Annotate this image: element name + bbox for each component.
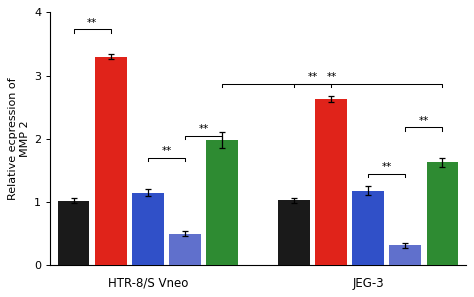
Text: **: **	[382, 162, 392, 172]
Bar	[95, 57, 127, 266]
Bar	[58, 201, 90, 266]
Text: JEG-3: JEG-3	[352, 277, 384, 290]
Bar	[206, 140, 238, 266]
Bar	[390, 245, 421, 266]
Text: **: **	[161, 146, 172, 156]
Text: **: **	[327, 72, 337, 82]
Text: **: **	[307, 72, 318, 82]
Bar	[315, 99, 347, 266]
Bar	[132, 193, 164, 266]
Text: **: **	[419, 116, 429, 126]
Text: **: **	[199, 124, 209, 134]
Y-axis label: Relative ecpression of
MMP 2: Relative ecpression of MMP 2	[9, 78, 30, 200]
Text: **: **	[87, 18, 97, 28]
Text: HTR-8/S Vneo: HTR-8/S Vneo	[108, 277, 188, 290]
Bar	[427, 162, 458, 266]
Bar	[352, 191, 384, 266]
Bar	[169, 234, 201, 266]
Bar	[278, 200, 310, 266]
